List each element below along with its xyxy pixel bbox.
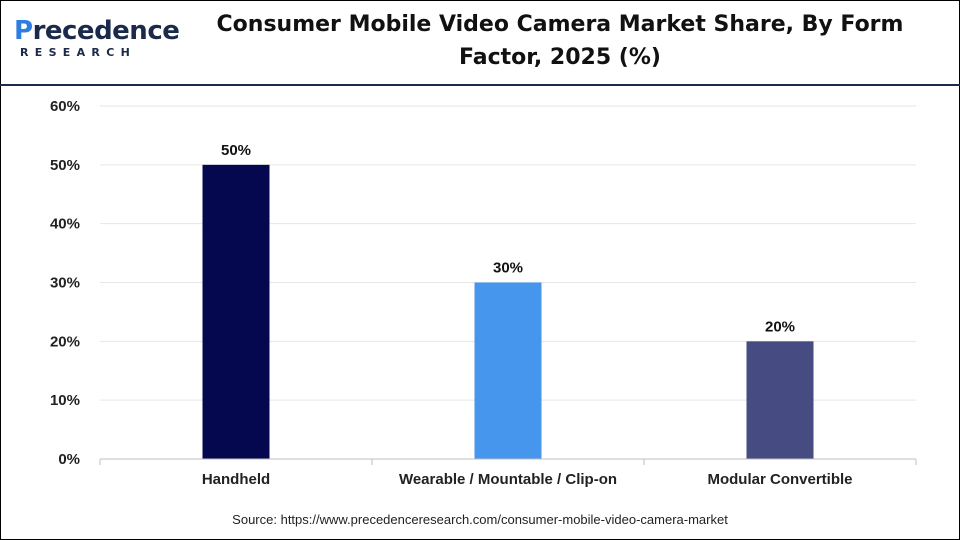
brand-name-initial: P	[14, 16, 33, 46]
y-tick-label: 30%	[50, 275, 80, 292]
y-tick-label: 0%	[58, 451, 80, 468]
chart-area: 0% 10% 20% 30% 40% 50% 60% 50% 30% 20% Handheld W…	[0, 86, 960, 506]
y-axis-ticks: 0% 10% 20% 30% 40% 50% 60%	[50, 98, 80, 468]
chart-title: Consumer Mobile Video Camera Market Shar…	[216, 12, 904, 70]
data-label: 30%	[493, 260, 523, 277]
brand-tagline: RESEARCH	[20, 46, 137, 59]
x-tick-label: Wearable / Mountable / Clip-on	[399, 471, 617, 488]
brand-name-rest: recedence	[32, 16, 180, 46]
bar-1	[202, 164, 270, 459]
brand-logo: Precedence RESEARCH	[14, 16, 180, 66]
brand-name: Precedence	[14, 16, 180, 46]
y-tick-label: 10%	[50, 392, 80, 409]
x-tick-label: Modular Convertible	[707, 471, 852, 488]
bars	[202, 164, 814, 459]
y-tick-label: 60%	[50, 98, 80, 115]
x-axis: Handheld Wearable / Mountable / Clip-on Mo…	[99, 458, 917, 488]
data-label: 20%	[765, 318, 795, 335]
bar-3	[746, 341, 814, 459]
bar-chart: 0% 10% 20% 30% 40% 50% 60% 50% 30% 20% Handheld W…	[50, 98, 917, 488]
bar-2	[474, 282, 542, 459]
header: Precedence RESEARCH Consumer Mobile Vide…	[0, 0, 960, 84]
x-tick-label: Handheld	[202, 471, 270, 488]
y-tick-label: 20%	[50, 333, 80, 350]
source-note: Source: https://www.precedenceresearch.c…	[232, 512, 728, 527]
header-divider	[0, 84, 960, 86]
y-tick-label: 50%	[50, 157, 80, 174]
data-label: 50%	[221, 142, 251, 159]
data-labels: 50% 30% 20%	[221, 142, 795, 335]
y-tick-label: 40%	[50, 216, 80, 233]
